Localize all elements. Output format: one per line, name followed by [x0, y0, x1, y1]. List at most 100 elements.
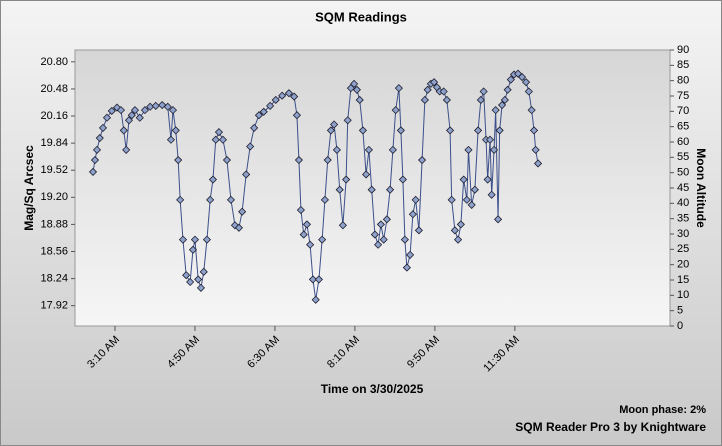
data-point	[423, 85, 432, 94]
data-point	[529, 126, 539, 135]
data-point	[408, 210, 417, 219]
y-tick-label: 19.84	[40, 137, 68, 149]
data-point	[379, 235, 388, 244]
data-point	[391, 106, 400, 115]
chart-title: SQM Readings	[315, 9, 407, 24]
data-point	[439, 87, 448, 96]
data-point	[92, 145, 102, 154]
data-point	[230, 221, 240, 230]
y2-tick-label: 60	[677, 136, 689, 148]
data-point	[446, 126, 455, 135]
y2-tick-label: 70	[677, 105, 689, 117]
data-point	[124, 116, 134, 125]
data-point	[302, 220, 311, 229]
data-point	[296, 205, 305, 215]
data-point	[524, 87, 533, 96]
data-point	[135, 113, 144, 122]
data-point	[199, 267, 208, 276]
data-point	[112, 103, 122, 112]
data-point	[178, 235, 188, 244]
data-point	[487, 190, 496, 199]
data-point	[196, 283, 206, 292]
data-point	[214, 128, 224, 137]
data-point	[116, 106, 126, 115]
y2-tick-label: 10	[677, 289, 689, 301]
data-point	[500, 95, 509, 105]
data-point	[430, 78, 439, 87]
data-point	[450, 226, 459, 235]
data-point	[462, 195, 471, 204]
data-point	[174, 155, 183, 165]
data-point	[122, 145, 131, 154]
y2-tick-label: 80	[677, 75, 689, 87]
data-point	[343, 116, 352, 125]
data-point	[335, 185, 344, 194]
y2-tick-label: 45	[677, 182, 689, 194]
y2-tick-label: 40	[677, 197, 689, 209]
y2-tick-label: 5	[677, 305, 683, 317]
data-point	[222, 155, 232, 165]
data-point	[454, 235, 463, 244]
data-point	[396, 126, 405, 135]
data-point	[226, 195, 236, 204]
data-point	[278, 91, 287, 100]
data-point	[456, 220, 465, 229]
data-point	[98, 123, 108, 132]
credit: SQM Reader Pro 3 by Knightware	[515, 420, 706, 434]
data-point	[90, 155, 100, 165]
data-point	[418, 155, 427, 165]
data-point	[151, 101, 160, 110]
y2-tick-label: 50	[677, 167, 689, 179]
data-point	[497, 100, 507, 110]
y2-tick-label: 25	[677, 243, 689, 255]
data-point	[95, 133, 104, 143]
data-point	[290, 92, 299, 101]
y-tick-label: 20.16	[40, 110, 68, 122]
data-point	[158, 100, 167, 110]
data-point	[364, 145, 373, 154]
y2-tick-label: 35	[677, 213, 689, 225]
y-tick-label: 18.24	[40, 272, 68, 284]
data-point	[218, 135, 228, 144]
data-point	[467, 200, 476, 209]
data-point	[521, 78, 531, 87]
data-point	[506, 75, 515, 84]
data-point	[527, 106, 536, 115]
data-point	[194, 275, 203, 284]
data-point	[352, 85, 361, 94]
data-point	[127, 111, 136, 120]
data-point	[400, 235, 409, 244]
data-point	[531, 145, 540, 154]
data-point	[376, 220, 385, 229]
data-point	[102, 113, 112, 122]
data-point	[271, 95, 280, 105]
data-point	[292, 111, 301, 120]
data-point	[294, 155, 303, 165]
data-point	[190, 235, 200, 244]
data-point	[382, 215, 391, 224]
data-point	[406, 250, 415, 259]
data-point	[503, 85, 512, 94]
moon-phase: Moon phase: 2%	[619, 404, 706, 416]
data-point	[338, 221, 347, 230]
data-point	[332, 145, 341, 154]
data-point	[234, 223, 244, 232]
data-point	[473, 126, 483, 135]
data-point	[299, 230, 308, 239]
data-point	[491, 106, 500, 115]
data-point	[266, 101, 275, 110]
data-point	[459, 175, 468, 184]
y-tick-label: 20.48	[40, 83, 68, 95]
data-point	[318, 235, 327, 244]
y-tick-label: 18.88	[40, 218, 68, 230]
data-point	[182, 271, 191, 280]
data-point	[374, 240, 383, 249]
data-point	[188, 245, 198, 254]
data-point	[254, 111, 264, 120]
data-point	[358, 126, 367, 135]
data-point	[259, 107, 268, 116]
data-point	[107, 106, 116, 116]
y2-tick-label: 30	[677, 228, 689, 240]
y2-tick-label: 20	[677, 259, 689, 271]
